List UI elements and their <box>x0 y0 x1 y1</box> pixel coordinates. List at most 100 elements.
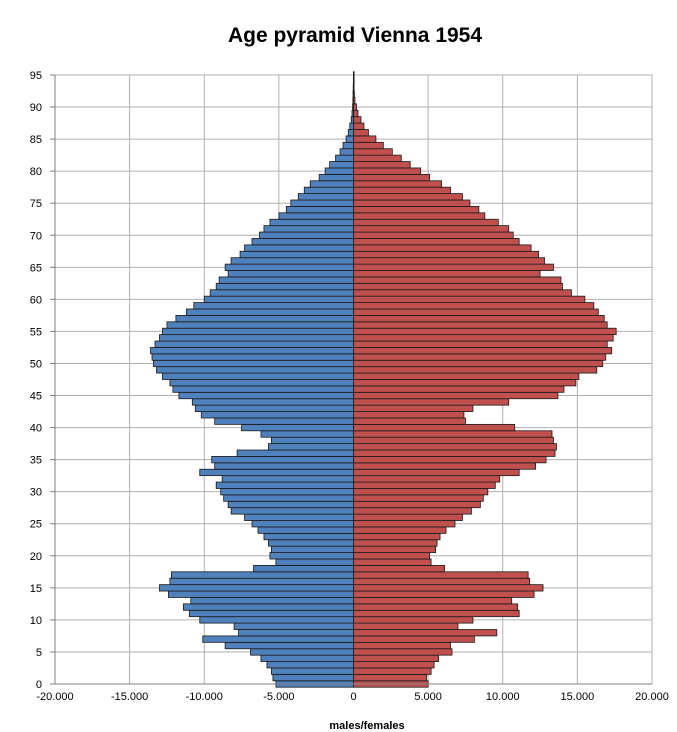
male-bar <box>347 129 354 137</box>
y-tick-label: 55 <box>30 326 42 338</box>
female-bar <box>353 263 554 271</box>
female-bar <box>353 238 520 246</box>
x-tick-label: 20.000 <box>635 691 669 703</box>
male-bar <box>188 609 354 618</box>
female-bar <box>353 77 355 86</box>
female-bar <box>353 667 432 675</box>
y-tick-label: 10 <box>30 615 42 627</box>
x-tick-label: -10.000 <box>186 691 223 703</box>
female-bar <box>353 282 563 291</box>
female-bar <box>353 609 520 618</box>
male-bar <box>275 558 354 566</box>
male-bar <box>172 385 354 393</box>
y-tick-label: 65 <box>30 262 42 274</box>
y-tick-label: 85 <box>30 134 42 146</box>
female-bar <box>353 449 556 457</box>
male-bar <box>345 135 354 143</box>
female-bar <box>353 141 384 150</box>
male-bar <box>224 263 354 271</box>
female-bar <box>353 475 501 483</box>
female-bar <box>353 462 536 470</box>
female-bar <box>353 109 359 118</box>
male-bar <box>230 257 354 265</box>
male-bar <box>159 584 354 592</box>
male-bar <box>263 532 354 541</box>
male-bar <box>178 391 354 400</box>
male-bar <box>190 597 354 605</box>
female-bar <box>353 295 586 303</box>
male-bar <box>224 641 354 650</box>
male-bar <box>342 141 354 150</box>
male-bar <box>162 327 354 336</box>
male-bar <box>318 173 354 182</box>
female-bar <box>353 391 559 400</box>
male-bar <box>290 199 354 207</box>
female-bar <box>353 417 466 425</box>
female-bar <box>353 635 475 643</box>
male-bar <box>150 347 354 355</box>
female-bar <box>353 552 431 560</box>
female-bar <box>353 513 463 521</box>
male-bar <box>202 635 354 643</box>
male-bar <box>159 334 354 342</box>
x-tick-label: -5.000 <box>263 691 294 703</box>
y-tick-labels: 0 5 10 15 20 25 30 35 40 45 50 55 60 65 70 75 80 85 90 95 <box>30 70 42 691</box>
female-bar <box>353 103 357 111</box>
female-bar <box>353 71 355 79</box>
female-bar <box>353 616 474 624</box>
male-bar <box>271 545 354 553</box>
male-bar <box>194 404 354 412</box>
male-bar <box>168 590 354 598</box>
male-bar <box>238 629 354 637</box>
female-bar <box>353 673 428 682</box>
female-bar <box>353 180 442 188</box>
female-bar <box>353 161 411 169</box>
male-bar <box>214 462 354 470</box>
female-bar <box>353 468 520 477</box>
male-bar <box>278 212 354 220</box>
female-bar <box>353 590 535 598</box>
male-bar <box>239 250 354 259</box>
y-tick-label: 40 <box>30 423 42 435</box>
y-tick-label: 5 <box>36 647 42 659</box>
male-bar <box>271 667 354 675</box>
female-bar <box>353 97 356 105</box>
male-bar <box>339 148 354 156</box>
y-tick-label: 0 <box>36 679 42 691</box>
female-bar <box>353 366 598 374</box>
male-bar <box>266 661 354 669</box>
male-bar <box>193 302 354 310</box>
male-bar <box>156 366 354 374</box>
x-tick-label: 15.000 <box>561 691 595 703</box>
female-bar <box>353 641 451 650</box>
male-bar <box>215 481 354 489</box>
male-bar <box>211 456 354 464</box>
male-bar <box>169 379 354 387</box>
male-bar <box>329 161 354 169</box>
female-bar <box>353 270 541 278</box>
female-bar <box>353 654 439 662</box>
male-bar <box>227 500 354 509</box>
female-bar <box>353 212 486 220</box>
male-bar <box>154 340 354 348</box>
y-tick-label: 70 <box>30 230 42 242</box>
female-bar <box>353 193 463 201</box>
y-tick-label: 75 <box>30 198 42 210</box>
male-bar <box>259 231 354 239</box>
male-bar <box>244 244 354 252</box>
male-bar <box>166 321 354 329</box>
female-bar <box>353 423 516 432</box>
male-bar <box>214 417 354 425</box>
female-bar <box>353 353 607 361</box>
female-bar <box>353 648 453 656</box>
male-bar <box>250 648 354 656</box>
male-bar <box>251 238 354 246</box>
x-tick-label: 10.000 <box>486 691 520 703</box>
y-tick-label: 25 <box>30 519 42 531</box>
female-bar <box>353 443 557 451</box>
male-bar <box>233 622 354 630</box>
y-tick-label: 35 <box>30 455 42 467</box>
male-bar <box>230 507 354 515</box>
x-tick-label: -20.000 <box>36 691 73 703</box>
male-bar <box>209 289 354 297</box>
